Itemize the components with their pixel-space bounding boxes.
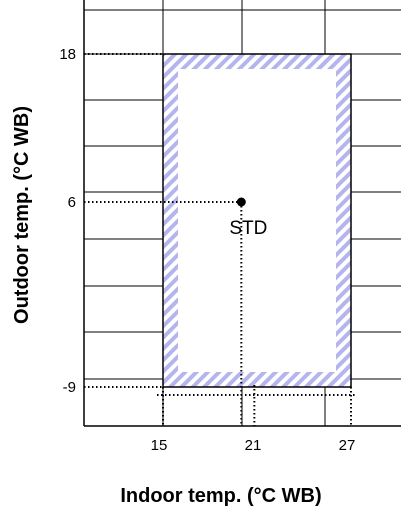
x-axis-title: Indoor temp. (°C WB) [120, 485, 321, 507]
tick-labels: 18 6 -9 15 21 27 [59, 46, 355, 454]
y-axis-title: Outdoor temp. (°C WB) [11, 106, 33, 324]
axes [83, 0, 401, 427]
std-label: STD [229, 218, 267, 239]
x-tick-label: 15 [151, 437, 168, 454]
x-tick-label: 27 [339, 437, 356, 454]
marks: STD [229, 197, 267, 239]
y-tick-label: -9 [63, 379, 76, 396]
std-point [236, 197, 246, 207]
y-tick-label: 18 [59, 46, 76, 63]
range-outline [162, 53, 352, 388]
operating-range [162, 53, 352, 388]
x-tick-label: 21 [245, 437, 262, 454]
range-inner [178, 69, 336, 372]
y-tick-label: 6 [68, 194, 76, 211]
guide-lines [84, 53, 357, 426]
